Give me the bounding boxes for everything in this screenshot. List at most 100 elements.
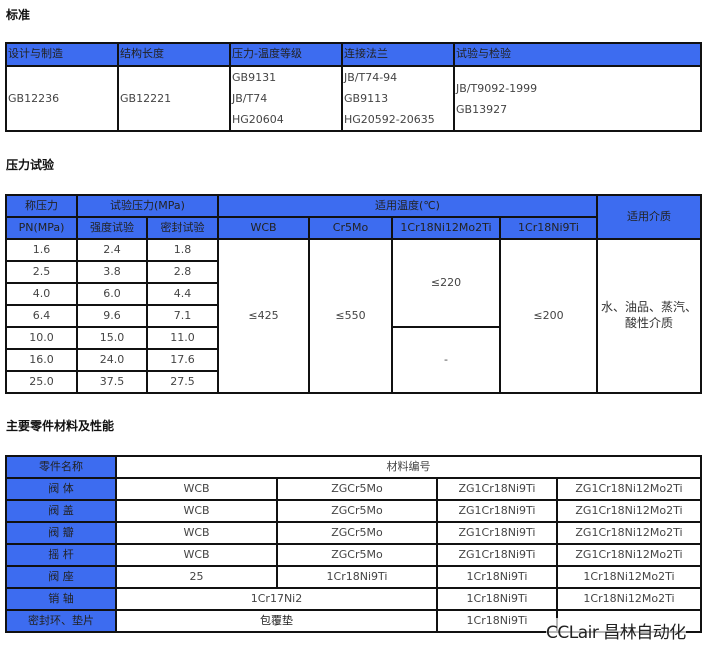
cell: 7.1: [146, 304, 219, 328]
cell: 15.0: [76, 326, 148, 350]
cell-line: GB9113: [344, 92, 389, 105]
watermark: CCLair 昌林自动化: [546, 618, 686, 643]
part-name: 销 轴: [5, 587, 117, 611]
seal-header: 密封试验: [146, 216, 219, 240]
cell: ZG1Cr18Ni9Ti: [436, 477, 558, 501]
cell: 17.6: [146, 348, 219, 372]
mo2ti-temp-high: -: [391, 326, 501, 394]
strength-header: 强度试验: [76, 216, 148, 240]
cell: 1Cr18Ni9Ti: [276, 565, 438, 589]
cell: WCB: [115, 521, 278, 545]
cell-line: JB/T74-94: [344, 71, 398, 84]
cell: 27.5: [146, 370, 219, 394]
part-name: 密封环、垫片: [5, 609, 117, 633]
cell: ZG1Cr18Ni12Mo2Ti: [556, 543, 702, 567]
standards-header-row: 设计与制造 结构长度 压力-温度等级 连接法兰 试验与检验: [5, 42, 702, 67]
cell: WCB: [115, 477, 278, 501]
part-name: 阀 体: [5, 477, 117, 501]
table-row: 16.0 24.0 17.6: [5, 348, 701, 372]
cell: 24.0: [76, 348, 148, 372]
header-cell: 试验与检验: [453, 42, 702, 67]
cell: WCB: [115, 499, 278, 523]
standards-table: 设计与制造 结构长度 压力-温度等级 连接法兰 试验与检验 GB12236 GB…: [5, 42, 702, 132]
material-header: 1Cr18Ni12Mo2Ti: [391, 216, 501, 240]
cell: 1Cr18Ni9Ti: [436, 609, 558, 633]
cell: 2.5: [5, 260, 78, 284]
cell-line: JB/T9092-1999: [456, 81, 538, 95]
cell: 包覆垫: [115, 609, 438, 633]
cell-line: GB13927: [456, 102, 508, 116]
standards-title: 标准: [6, 8, 31, 22]
medium-header: 适用介质: [596, 194, 702, 240]
cell: JB/T74-94 GB9113 HG20592-20635: [341, 65, 455, 132]
table-row: 阀 座 25 1Cr18Ni9Ti 1Cr18Ni9Ti 1Cr18Ni12Mo2Ti: [5, 565, 702, 589]
cell: ZG1Cr18Ni9Ti: [436, 521, 558, 545]
table-row: 阀 体 WCB ZGCr5Mo ZG1Cr18Ni9Ti ZG1Cr18Ni12Mo2T…: [5, 477, 702, 501]
table-row: 销 轴 1Cr17Ni2 1Cr18Ni9Ti 1Cr18Ni12Mo2Ti: [5, 587, 702, 611]
cell: 11.0: [146, 326, 219, 350]
cell: GB12236: [5, 65, 119, 132]
table-row: 10.0 15.0 11.0 -: [5, 326, 701, 394]
wcb-temp: ≤425: [217, 238, 310, 394]
table-row: 6.4 9.6 7.1: [5, 304, 701, 328]
cell: 1Cr18Ni12Mo2Ti: [556, 587, 702, 611]
cell: 4.0: [5, 282, 78, 306]
header-cell: 设计与制造: [5, 42, 119, 67]
cell: ZG1Cr18Ni9Ti: [436, 543, 558, 567]
table-row: 阀 盖 WCB ZGCr5Mo ZG1Cr18Ni9Ti ZG1Cr18Ni12Mo2T…: [5, 499, 702, 523]
pn-unit-header: PN(MPa): [5, 216, 78, 240]
ni9ti-temp: ≤200: [499, 238, 598, 394]
table-row: 4.0 6.0 4.4: [5, 282, 701, 306]
table-row: 密封环、垫片 包覆垫 1Cr18Ni9Ti: [5, 609, 702, 633]
cell: 6.0: [76, 282, 148, 306]
material-header: WCB: [217, 216, 310, 240]
cell: ZG1Cr18Ni12Mo2Ti: [556, 499, 702, 523]
cell: 1Cr18Ni12Mo2Ti: [556, 565, 702, 589]
cell: 1.8: [146, 238, 219, 262]
test-pressure-header: 试验压力(MPa): [76, 194, 219, 218]
cr5mo-temp: ≤550: [308, 238, 393, 394]
cell: WCB: [115, 543, 278, 567]
cell: 6.4: [5, 304, 78, 328]
cell: 2.4: [76, 238, 148, 262]
cell: JB/T9092-1999 GB13927: [453, 65, 702, 132]
cell: 25.0: [5, 370, 78, 394]
table-row: 25.0 37.5 27.5: [5, 370, 701, 394]
cell: 1.6: [5, 238, 78, 262]
cell: 16.0: [5, 348, 78, 372]
table-row: 摇 杆 WCB ZGCr5Mo ZG1Cr18Ni9Ti ZG1Cr18Ni12Mo2T…: [5, 543, 702, 567]
cell: 1Cr17Ni2: [115, 587, 438, 611]
cell-line: GB12221: [120, 92, 172, 105]
part-name-header: 零件名称: [5, 455, 117, 479]
pressure-title: 压力试验: [6, 158, 55, 172]
cell: 2.8: [146, 260, 219, 284]
part-name: 摇 杆: [5, 543, 117, 567]
material-no-header: 材料编号: [115, 455, 702, 479]
pn-header: 称压力: [5, 194, 78, 218]
cell: ZGCr5Mo: [276, 521, 438, 545]
cell: ZG1Cr18Ni9Ti: [436, 499, 558, 523]
mo2ti-temp-low: ≤220: [391, 238, 501, 328]
cell-line: HG20592-20635: [344, 113, 435, 126]
header-cell: 压力-温度等级: [229, 42, 343, 67]
header-cell: 连接法兰: [341, 42, 455, 67]
cell-line: GB12236: [8, 92, 60, 105]
cell: ZGCr5Mo: [276, 499, 438, 523]
cell: 25: [115, 565, 278, 589]
cell: 1Cr18Ni9Ti: [436, 587, 558, 611]
cell: 37.5: [76, 370, 148, 394]
cell: ZGCr5Mo: [276, 477, 438, 501]
cell-line: JB/T74: [232, 92, 268, 105]
temp-header: 适用温度(℃): [217, 194, 598, 218]
part-name: 阀 瓣: [5, 521, 117, 545]
parts-table: 零件名称 材料编号 阀 体 WCB ZGCr5Mo ZG1Cr18Ni9Ti ZG1Cr…: [5, 455, 702, 633]
material-header: 1Cr18Ni9Ti: [499, 216, 598, 240]
table-row: 2.5 3.8 2.8: [5, 260, 701, 284]
header-cell: 结构长度: [117, 42, 231, 67]
cell: ZG1Cr18Ni12Mo2Ti: [556, 477, 702, 501]
cell: GB12221: [117, 65, 231, 132]
cell: ZG1Cr18Ni12Mo2Ti: [556, 521, 702, 545]
parts-title: 主要零件材料及性能: [6, 419, 115, 433]
cell-line: HG20604: [232, 113, 284, 126]
cell: ZGCr5Mo: [276, 543, 438, 567]
